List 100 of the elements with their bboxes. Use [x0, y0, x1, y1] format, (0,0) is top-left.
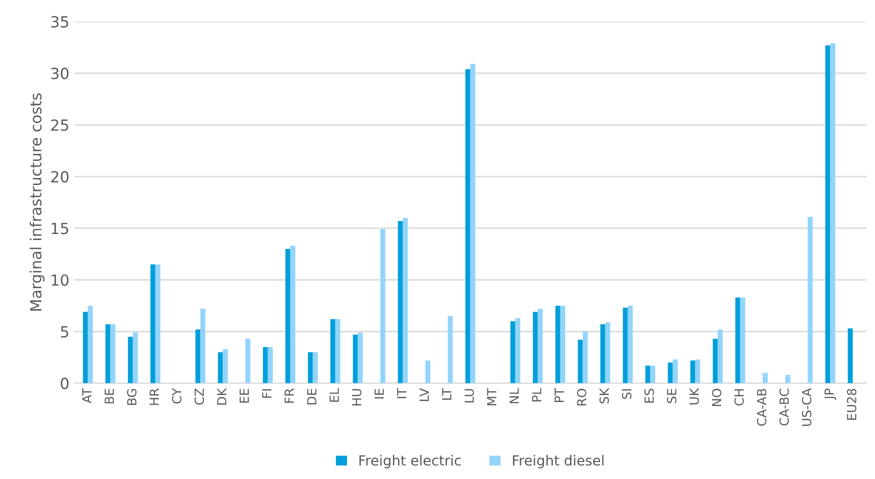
bar — [398, 220, 403, 384]
x-tick-label: NO — [712, 388, 722, 406]
x-tick-label: FR — [284, 388, 294, 403]
bar — [735, 297, 740, 384]
bar — [290, 246, 296, 384]
bar — [712, 338, 718, 384]
x-tick-label: BG — [127, 389, 136, 405]
bar — [128, 336, 133, 384]
bar — [88, 306, 93, 384]
bar — [402, 218, 408, 384]
bar — [622, 308, 628, 384]
bar — [425, 360, 430, 384]
bar — [510, 321, 516, 384]
bar — [222, 349, 228, 384]
bar — [465, 69, 470, 384]
x-tick-label: UK — [690, 388, 699, 404]
x-tick-label: CY — [172, 388, 182, 404]
x-tick-label: DK — [217, 388, 226, 405]
bar — [578, 340, 583, 384]
bar — [538, 308, 543, 384]
bar — [110, 324, 116, 384]
x-tick-label: SI — [622, 389, 632, 399]
y-tick-label: 15 — [52, 222, 68, 234]
bar — [515, 318, 520, 384]
bar — [200, 308, 206, 384]
bar — [532, 312, 538, 384]
x-tick-label: SK — [599, 388, 609, 404]
bar — [560, 306, 566, 384]
x-tick-label: EE — [240, 388, 249, 403]
bar — [555, 306, 560, 384]
bar — [672, 359, 678, 384]
legend-label: Freight electric — [359, 454, 461, 468]
bar — [825, 45, 830, 384]
bar — [268, 347, 273, 384]
bar — [195, 329, 200, 384]
bar — [718, 329, 723, 384]
x-tick-label: ES — [644, 388, 654, 403]
x-tick-label: FI — [262, 389, 272, 398]
x-tick-label: CA-AB — [756, 388, 766, 426]
bar — [285, 248, 290, 384]
x-tick-label: PT — [554, 388, 564, 402]
y-tick-label: 5 — [60, 326, 68, 338]
bar — [105, 324, 110, 384]
x-tick-label: IT — [397, 388, 406, 398]
bar — [605, 322, 610, 384]
legend-label: Freight diesel — [512, 454, 604, 468]
x-tick-label: DE — [307, 388, 316, 404]
bar — [628, 306, 633, 384]
x-tick-label: JP — [824, 388, 836, 400]
x-tick-label: CZ — [194, 388, 204, 405]
x-tick-label: CA-BC — [779, 388, 789, 426]
bar — [330, 319, 336, 384]
bar — [132, 332, 138, 384]
x-tick-label: SE — [666, 388, 676, 404]
x-tick-label: MT — [487, 388, 496, 406]
bar — [830, 43, 836, 384]
x-tick-label: EU28 — [846, 388, 856, 420]
x-tick-label: PL — [532, 388, 542, 402]
bar — [470, 64, 476, 384]
bar — [848, 328, 853, 384]
bar — [150, 264, 156, 384]
bar — [690, 360, 696, 384]
y-axis-title: Marginal infrastructure costs — [30, 93, 45, 311]
bar — [82, 312, 88, 384]
y-tick-label: 0 — [60, 378, 68, 390]
x-tick-label: EL — [330, 388, 339, 402]
x-tick-label: US-CA — [802, 388, 812, 426]
bar — [155, 264, 160, 384]
x-tick-label: LT — [442, 388, 452, 400]
bar — [358, 332, 363, 384]
x-tick-label: BE — [104, 388, 114, 404]
bar — [335, 319, 340, 384]
x-tick-label: HR — [150, 388, 159, 405]
bar — [600, 324, 606, 384]
x-tick-label: LU — [464, 389, 474, 402]
bar — [695, 359, 700, 384]
bar — [448, 316, 453, 384]
bar — [650, 366, 656, 384]
bar — [582, 332, 588, 384]
bar — [262, 347, 268, 384]
y-tick-label: 20 — [51, 171, 68, 183]
x-tick-label: RO — [576, 388, 586, 406]
y-tick-label: 10 — [52, 274, 68, 286]
y-tick-label: 30 — [51, 68, 68, 80]
bar — [740, 297, 746, 384]
x-tick-label: AT — [82, 388, 92, 404]
bar — [352, 334, 358, 384]
bar — [380, 229, 386, 384]
x-tick-label: LV — [420, 388, 429, 401]
bar — [312, 352, 318, 384]
x-tick-label: HU — [352, 389, 362, 406]
y-tick-label: 35 — [51, 16, 68, 28]
bar — [245, 338, 250, 384]
x-tick-label: NL — [510, 388, 519, 404]
bar — [668, 362, 673, 384]
x-tick-label: IE — [374, 388, 384, 398]
bar — [645, 366, 650, 384]
x-tick-label: CH — [734, 389, 744, 406]
bar — [808, 216, 813, 384]
bar — [308, 352, 313, 384]
